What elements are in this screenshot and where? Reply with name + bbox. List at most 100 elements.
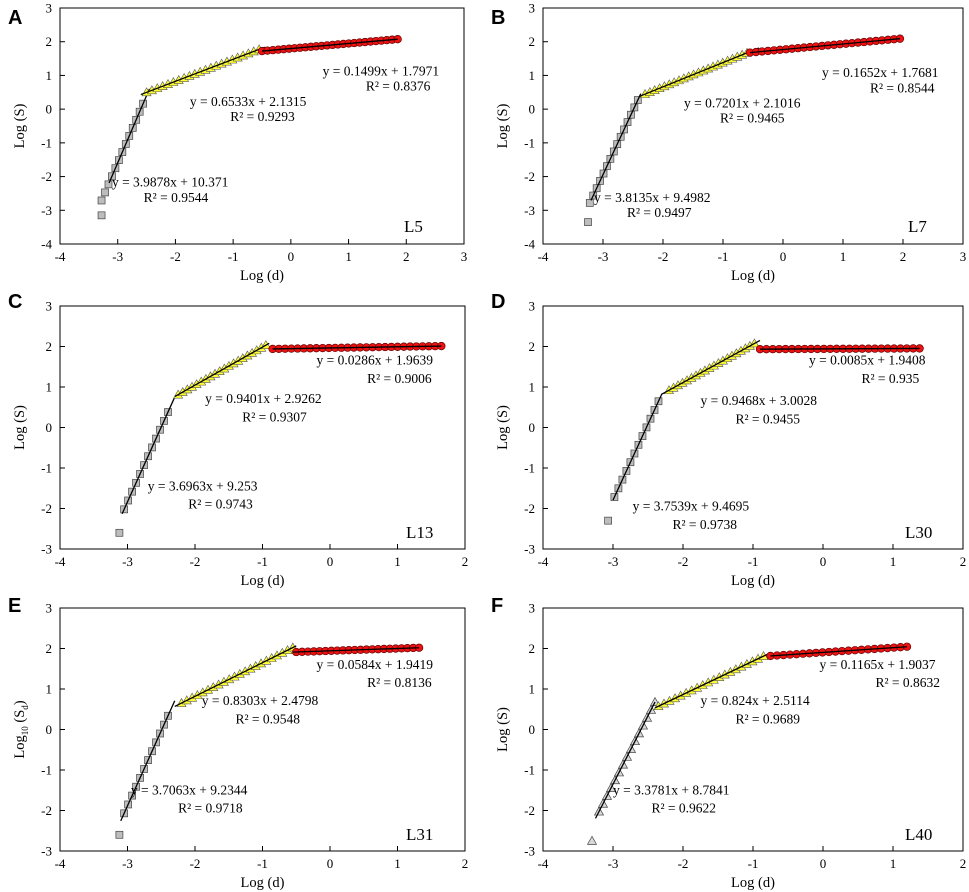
- y-axis-label: Log (S): [495, 707, 511, 752]
- y-axis-label-part: ): [12, 700, 28, 705]
- x-axis-label: Log (d): [731, 875, 775, 891]
- x-tick-label: 2: [462, 554, 469, 569]
- series-square: y = 3.7063x + 9.2344 R² = 0.9718: [115, 700, 248, 839]
- fit-line: [120, 700, 176, 822]
- fit-r-squared: R² = 0.9718: [178, 801, 243, 816]
- y-tick-label: 1: [46, 68, 53, 83]
- fit-equation: y = 0.824x + 2.5114: [701, 693, 810, 708]
- y-axis-label: Log (S): [12, 103, 28, 148]
- x-tick-label: -2: [658, 249, 669, 264]
- fit-line: [654, 652, 771, 709]
- y-tick-label: -2: [41, 501, 52, 516]
- series-circle: y = 0.0085x + 1.9408 R² = 0.935: [755, 344, 926, 386]
- y-tick-label: 3: [46, 299, 53, 314]
- panel-letter: F: [491, 595, 503, 617]
- x-tick-label: 0: [327, 554, 334, 569]
- y-tick-label: 1: [46, 380, 53, 395]
- sample-label: L31: [406, 825, 433, 844]
- y-tick-label: -2: [41, 169, 52, 184]
- y-tick-label: 3: [46, 601, 53, 616]
- x-tick-label: 0: [327, 856, 334, 871]
- x-axis-label: Log (d): [240, 268, 284, 284]
- x-tick-label: 1: [840, 249, 847, 264]
- series-triangle: y = 0.9401x + 2.9262 R² = 0.9307: [173, 340, 322, 424]
- sample-label: L30: [905, 523, 932, 542]
- y-tick-label: 2: [529, 339, 536, 354]
- y-tick-label: 1: [529, 682, 536, 697]
- series-square: y = 3.7539x + 9.4695 R² = 0.9738: [604, 393, 749, 532]
- fit-r-squared: R² = 0.9293: [230, 109, 295, 124]
- fit-line: [140, 46, 266, 96]
- panel-letter: C: [8, 291, 22, 313]
- x-tick-label: 2: [960, 554, 967, 569]
- fit-equation: y = 0.9401x + 2.9262: [205, 391, 321, 406]
- panel-letter: B: [491, 7, 505, 29]
- fit-line: [121, 396, 176, 515]
- fit-r-squared: R² = 0.9465: [720, 111, 785, 126]
- data-point-square: [104, 180, 113, 189]
- fit-r-squared: R² = 0.9689: [736, 711, 801, 726]
- data-point-open-triangle: [586, 835, 598, 845]
- sample-label: L40: [905, 825, 932, 844]
- fit-line: [749, 38, 901, 54]
- y-tick-label: -3: [524, 542, 535, 557]
- x-tick-label: -2: [190, 554, 201, 569]
- y-tick-label: 0: [46, 420, 53, 435]
- x-tick-label: -4: [55, 856, 66, 871]
- fit-r-squared: R² = 0.9544: [144, 190, 209, 205]
- y-tick-label: 1: [529, 68, 536, 83]
- series-open-triangle: y = 3.3781x + 8.7841 R² = 0.9622: [586, 696, 729, 845]
- series-triangle: y = 0.9468x + 3.0028 R² = 0.9455: [661, 338, 817, 426]
- x-tick-label: -2: [678, 554, 689, 569]
- y-tick-label: -4: [41, 237, 52, 252]
- x-tick-label: -1: [228, 249, 239, 264]
- y-tick-label: 0: [529, 102, 536, 117]
- x-tick-label: -2: [190, 856, 201, 871]
- data-point-square: [115, 528, 124, 537]
- fit-line: [759, 347, 920, 350]
- y-tick-label: 0: [529, 722, 536, 737]
- x-tick-label: 0: [288, 249, 295, 264]
- fit-r-squared: R² = 0.9307: [242, 409, 307, 424]
- panel-letter: A: [8, 7, 22, 29]
- y-tick-label: -1: [41, 461, 52, 476]
- data-point-square: [585, 199, 594, 207]
- y-tick-label: -2: [524, 169, 535, 184]
- y-tick-label: -2: [41, 803, 52, 818]
- y-tick-label: -3: [41, 844, 52, 859]
- panel-letter: E: [8, 595, 21, 617]
- y-axis-label-part: Log: [12, 735, 28, 758]
- fit-line: [594, 701, 656, 819]
- fit-r-squared: R² = 0.935: [862, 371, 920, 386]
- x-tick-label: 0: [820, 856, 827, 871]
- fit-r-squared: R² = 0.9497: [627, 205, 692, 220]
- y-tick-label: -1: [41, 135, 52, 150]
- y-axis-label-part: (S: [12, 710, 28, 727]
- y-tick-label: -1: [524, 135, 535, 150]
- y-tick-label: 0: [529, 420, 536, 435]
- y-tick-label: 1: [46, 682, 53, 697]
- fit-equation: y = 3.7063x + 9.2344: [131, 782, 248, 797]
- fit-equation: y = 0.1652x + 1.7681: [822, 65, 938, 80]
- series-triangle: y = 0.8303x + 2.4798 R² = 0.9548: [174, 642, 318, 726]
- y-tick-label: -3: [524, 203, 535, 218]
- fit-line: [612, 393, 663, 501]
- x-tick-label: -4: [538, 249, 549, 264]
- fit-r-squared: R² = 0.9006: [367, 371, 432, 386]
- x-tick-label: 1: [890, 554, 897, 569]
- fit-r-squared: R² = 0.8376: [366, 79, 431, 94]
- series-triangle: y = 0.824x + 2.5114 R² = 0.9689: [653, 651, 810, 726]
- fit-line: [292, 647, 420, 653]
- fit-equation: y = 3.3781x + 8.7841: [613, 782, 729, 797]
- fit-equation: y = 0.6533x + 2.1315: [190, 94, 307, 109]
- plot-frame: [542, 7, 964, 245]
- fit-r-squared: R² = 0.9743: [188, 497, 253, 512]
- fit-line: [174, 342, 270, 398]
- x-tick-label: 2: [900, 249, 907, 264]
- data-point-square: [604, 516, 612, 525]
- x-tick-label: 1: [890, 856, 897, 871]
